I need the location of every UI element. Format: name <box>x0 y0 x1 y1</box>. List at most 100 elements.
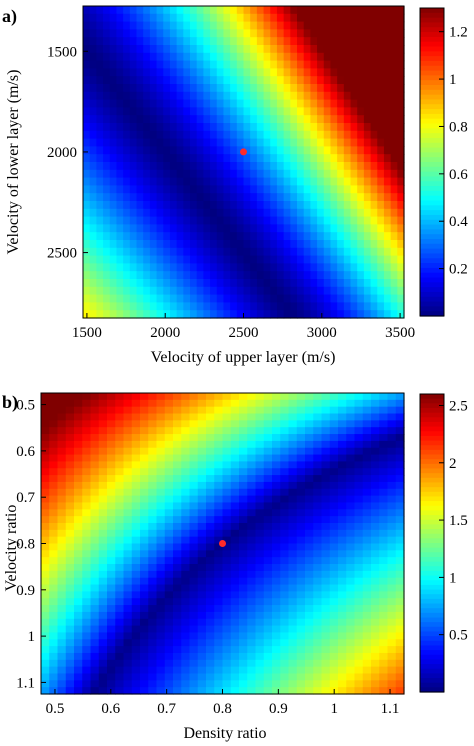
heatmap-cell <box>303 302 311 311</box>
heatmap-cell <box>164 673 174 681</box>
heatmap-cell <box>197 509 207 517</box>
heatmap-cell <box>136 263 144 272</box>
colorbar-segment <box>420 186 444 192</box>
heatmap-cell <box>123 481 133 490</box>
colorbar-segment <box>420 524 444 530</box>
heatmap-cell <box>90 420 100 428</box>
heatmap-cell <box>370 76 378 85</box>
colorbar-segment <box>420 36 444 43</box>
heatmap-cell <box>283 99 291 108</box>
heatmap-cell <box>74 495 83 504</box>
heatmap-cell <box>283 263 291 272</box>
heatmap-cell <box>276 6 285 15</box>
heatmap-cell <box>263 29 271 38</box>
heatmap-cell <box>247 666 257 675</box>
colorbar-segment <box>420 214 444 221</box>
heatmap-cell <box>310 185 318 194</box>
heatmap-cell <box>223 263 231 272</box>
heatmap-cell <box>230 279 238 288</box>
heatmap-cell <box>280 413 290 421</box>
heatmap-cell <box>362 399 372 408</box>
heatmap-cell <box>116 201 124 210</box>
heatmap-cell <box>272 618 281 627</box>
heatmap-cell <box>236 123 245 132</box>
heatmap-cell <box>223 60 231 69</box>
heatmap-cell <box>129 162 138 171</box>
heatmap-cell <box>357 302 365 311</box>
heatmap-cell <box>313 461 323 469</box>
heatmap-cell <box>49 687 59 695</box>
heatmap-cell <box>214 488 224 497</box>
heatmap-cell <box>270 91 278 101</box>
heatmap-cell <box>129 154 138 163</box>
heatmap-cell <box>387 413 397 421</box>
heatmap-cell <box>263 201 271 210</box>
heatmap-cell <box>247 516 257 524</box>
heatmap-cell <box>190 255 198 264</box>
heatmap-cell <box>338 618 347 627</box>
heatmap-cell <box>256 302 265 311</box>
heatmap-cell <box>377 286 385 296</box>
heatmap-cell <box>272 605 281 613</box>
heatmap-cell <box>243 216 251 225</box>
heatmap-cell <box>176 255 184 264</box>
heatmap-cell <box>214 605 224 613</box>
heatmap-cell <box>214 516 224 524</box>
heatmap-cell <box>98 673 108 681</box>
heatmap-cell <box>136 45 144 54</box>
heatmap-cell <box>250 302 258 311</box>
heatmap-cell <box>197 564 207 572</box>
heatmap-cell <box>196 302 204 311</box>
heatmap-cell <box>272 529 281 538</box>
heatmap-cell <box>270 76 278 85</box>
heatmap-cell <box>362 611 372 620</box>
heatmap-cell <box>305 618 314 627</box>
heatmap-cell <box>90 413 100 421</box>
heatmap-cell <box>164 434 174 442</box>
heatmap-cell <box>136 99 144 108</box>
heatmap-cell <box>156 406 166 415</box>
heatmap-cell <box>296 550 306 558</box>
heatmap-cell <box>196 162 204 171</box>
colorbar-segment <box>420 598 444 605</box>
heatmap-cell <box>383 60 392 69</box>
heatmap-cell <box>330 310 338 319</box>
heatmap-cell <box>303 138 311 147</box>
heatmap-cell <box>337 130 345 140</box>
heatmap-cell <box>83 247 91 257</box>
heatmap-cell <box>74 550 83 558</box>
heatmap-cell <box>357 263 365 272</box>
heatmap-cell <box>280 605 290 613</box>
heatmap-cell <box>115 447 125 456</box>
heatmap-cell <box>148 673 158 681</box>
heatmap-cell <box>156 52 164 62</box>
heatmap-cell <box>173 687 182 695</box>
heatmap-cell <box>390 193 398 202</box>
heatmap-cell <box>89 21 97 30</box>
heatmap-cell <box>263 52 271 62</box>
heatmap-cell <box>82 652 92 661</box>
heatmap-cell <box>250 52 258 62</box>
heatmap-cell <box>337 286 345 296</box>
heatmap-cell <box>176 60 184 69</box>
heatmap-cell <box>363 123 372 132</box>
heatmap-cell <box>82 475 92 483</box>
heatmap-cell <box>123 399 133 408</box>
heatmap-cell <box>395 591 405 599</box>
heatmap-cell <box>310 84 318 93</box>
heatmap-cell <box>383 13 392 23</box>
heatmap-cell <box>103 193 111 202</box>
heatmap-cell <box>206 495 215 504</box>
heatmap-cell <box>123 434 133 442</box>
heatmap-cell <box>343 37 352 46</box>
heatmap-cell <box>131 550 141 558</box>
heatmap-cell <box>250 29 258 38</box>
heatmap-cell <box>203 255 211 264</box>
heatmap-cell <box>136 123 144 132</box>
heatmap-cell <box>83 271 91 280</box>
heatmap-cell <box>74 475 83 483</box>
heatmap-cell <box>49 434 59 442</box>
heatmap-cell <box>354 481 364 490</box>
heatmap-cell <box>206 434 215 442</box>
heatmap-cell <box>395 529 405 538</box>
